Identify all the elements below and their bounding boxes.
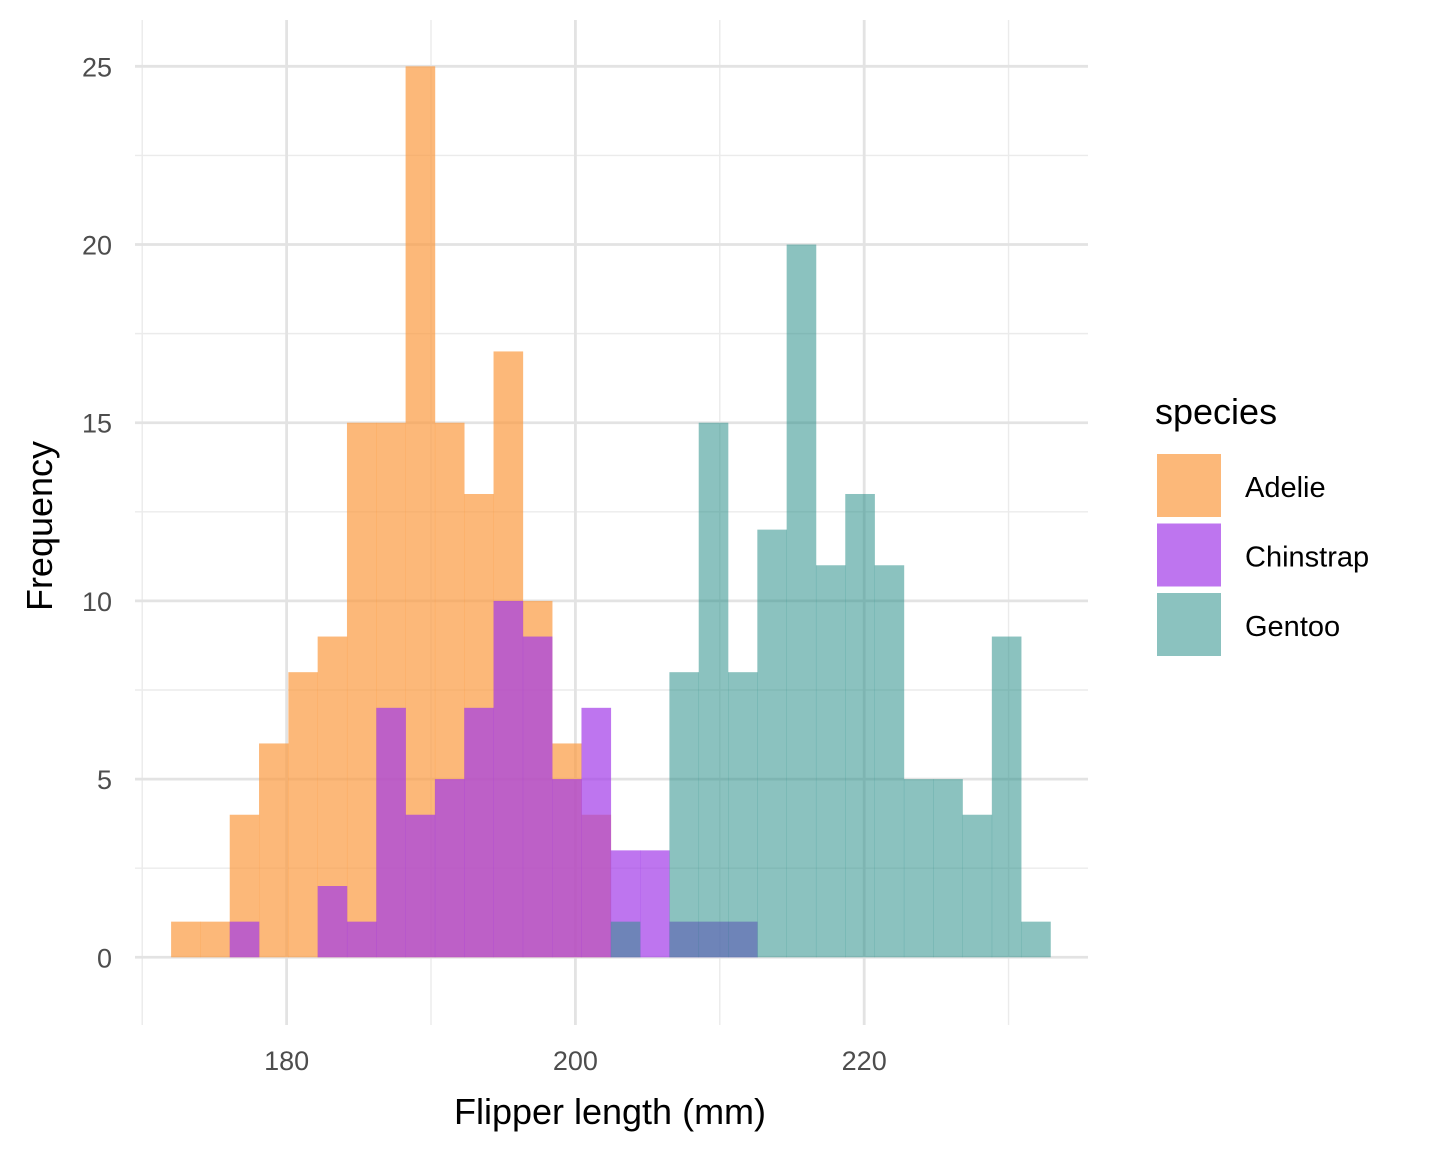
- chinstrap-bar: [522, 636, 553, 958]
- y-tick-label: 20: [82, 231, 112, 261]
- adelie-bar: [405, 66, 436, 958]
- y-tick-label: 0: [97, 943, 112, 973]
- legend-label-gentoo: Gentoo: [1245, 611, 1340, 643]
- gentoo-bar: [962, 814, 993, 958]
- x-tick-label: 180: [264, 1046, 309, 1076]
- legend-key-adelie: [1157, 454, 1221, 517]
- gentoo-bar: [786, 244, 817, 958]
- gentoo-bar: [698, 422, 729, 958]
- gentoo-bar: [874, 565, 905, 958]
- chinstrap-bar: [581, 707, 612, 958]
- y-tick-label: 15: [82, 409, 112, 439]
- gentoo-bar: [1021, 921, 1051, 958]
- legend-label-chinstrap: Chinstrap: [1245, 542, 1369, 574]
- chinstrap-bar: [552, 779, 582, 958]
- legend-title: species: [1155, 391, 1277, 432]
- chinstrap-bar: [229, 921, 260, 958]
- adelie-bar: [288, 672, 318, 958]
- chinstrap-bar: [405, 814, 436, 958]
- gentoo-bar: [610, 921, 641, 958]
- x-axis-title: Flipper length (mm): [454, 1091, 766, 1132]
- x-tick-label: 220: [842, 1046, 887, 1076]
- gentoo-bar: [845, 493, 875, 958]
- series-gentoo: [610, 244, 1051, 958]
- gentoo-bar: [757, 529, 787, 958]
- gentoo-bar: [728, 672, 758, 958]
- adelie-bar: [346, 422, 377, 958]
- y-axis-title: Frequency: [19, 441, 60, 611]
- gentoo-bar: [815, 565, 846, 958]
- histogram-bars: [171, 66, 1051, 958]
- chinstrap-bar: [640, 850, 670, 958]
- y-tick-label: 25: [82, 52, 112, 82]
- y-tick-label: 10: [82, 587, 112, 617]
- adelie-bar: [171, 921, 201, 958]
- chinstrap-bar: [434, 779, 465, 958]
- chinstrap-bar: [376, 707, 406, 958]
- x-tick-label: 200: [553, 1046, 598, 1076]
- legend: species Adelie Chinstrap Gentoo: [1155, 391, 1369, 656]
- adelie-bar: [200, 921, 231, 958]
- chinstrap-bar: [493, 600, 524, 958]
- gentoo-bar: [903, 779, 934, 958]
- y-tick-label: 5: [97, 765, 112, 795]
- chinstrap-bar: [464, 707, 494, 958]
- gentoo-bar: [991, 636, 1022, 958]
- legend-label-adelie: Adelie: [1245, 472, 1326, 504]
- chinstrap-bar: [317, 886, 348, 958]
- adelie-bar: [259, 743, 289, 958]
- legend-key-chinstrap: [1157, 523, 1221, 587]
- gentoo-bar: [669, 672, 700, 958]
- legend-key-gentoo: [1157, 593, 1221, 656]
- axis-tick-labels: 180 200 220 0 5 10 15 20 25: [82, 52, 887, 1076]
- chinstrap-bar: [346, 921, 377, 958]
- gentoo-bar: [933, 779, 963, 958]
